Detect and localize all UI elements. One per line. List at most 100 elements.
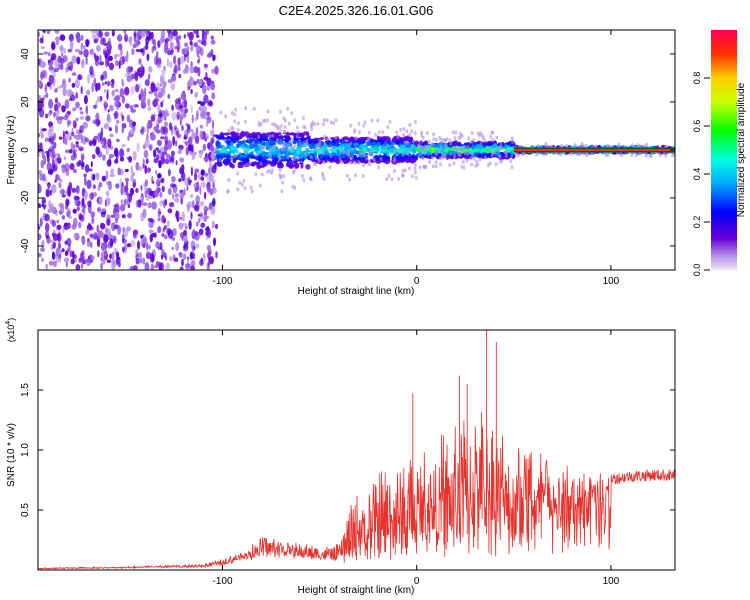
spectrogram-blob: [38, 94, 41, 101]
spectrogram-blob: [65, 149, 69, 154]
spectrogram-blob: [67, 120, 72, 125]
spectrogram-blob: [97, 228, 100, 239]
spectrogram-blob: [237, 165, 244, 168]
spectrogram-blob: [410, 129, 414, 134]
spectrogram-blob: [98, 30, 103, 38]
spectrogram-blob: [206, 116, 212, 124]
spectrogram-blob: [184, 42, 189, 48]
spectrogram-blob: [409, 158, 416, 164]
spectrogram-blob: [293, 144, 297, 149]
spectrogram-blob: [148, 229, 154, 234]
spectrogram-blob: [268, 151, 272, 156]
spectrogram-blob: [214, 151, 220, 154]
spectrogram-blob: [63, 156, 67, 160]
spectrogram-blob: [257, 120, 261, 125]
spectrogram-blob: [454, 130, 458, 135]
spectrogram-blob: [101, 175, 107, 182]
spectrogram-blob: [79, 116, 85, 120]
spectrogram-blob: [207, 142, 211, 150]
spectrogram-blob: [100, 262, 103, 270]
spectrogram-blob: [41, 150, 45, 159]
spectrogram-blob: [671, 153, 675, 158]
spectrogram-blob: [260, 172, 264, 177]
spectrogram-blob: [276, 138, 280, 143]
spectrogram-blob: [202, 84, 207, 95]
spectrogram-blob: [84, 137, 89, 143]
spectrogram-blob: [219, 137, 225, 140]
spectrogram-blob: [68, 243, 71, 253]
spectrogram-blob: [63, 257, 70, 263]
spectrogram-blob: [302, 178, 306, 183]
spectrogram-blob: [43, 30, 46, 34]
spectrogram-blob: [74, 78, 80, 89]
spectrogram-blob: [146, 53, 150, 61]
spectrogram-blob: [40, 61, 46, 68]
colorbar-ticks: 0.0 0.2 0.4 0.6 0.8: [692, 72, 710, 276]
spectrogram-blob: [354, 136, 358, 141]
spectrogram-blob: [105, 196, 111, 207]
spectrogram-blob: [384, 136, 391, 143]
snr-axes: -100 0 100 0.5 1.0 1.5: [20, 330, 675, 587]
spectrogram-blob: [142, 66, 145, 75]
spectrogram-blob: [183, 136, 188, 140]
spectrogram-blob: [68, 77, 71, 83]
spectrogram-blob: [300, 174, 304, 178]
spectrogram-blob: [195, 243, 200, 249]
spectrogram-blob: [105, 227, 108, 235]
spectrogram-blob: [121, 126, 124, 134]
spectrogram-blob: [215, 162, 221, 165]
spectrogram-blob: [107, 109, 110, 113]
snr-ytick-label: 1.0: [20, 443, 31, 457]
spectrogram-panel: -100 0 100 -40 -20 0 20 40 Height of straight l…: [6, 29, 676, 297]
spectrogram-blob: [101, 208, 106, 213]
spectrogram-blob: [109, 253, 112, 260]
spectrogram-blob: [238, 180, 242, 185]
spectrogram-blob: [276, 126, 280, 131]
spectrogram-blob: [295, 162, 300, 169]
spectrogram-blob: [153, 56, 158, 66]
spectrogram-blob: [45, 113, 48, 119]
spectrogram-blob: [421, 146, 425, 150]
spectrogram-blob: [130, 239, 136, 247]
spectrogram-blob: [40, 247, 45, 252]
spectrogram-blob: [101, 140, 105, 148]
spectrogram-blob: [381, 130, 385, 135]
spectrogram-blob: [90, 161, 93, 168]
spectrogram-blob: [83, 45, 86, 50]
spectrogram-blob: [40, 46, 46, 50]
spectrogram-blob: [45, 92, 49, 98]
spectrogram-blob: [215, 135, 219, 139]
spectrogram-blob: [183, 47, 188, 55]
spectrogram-blob: [198, 151, 203, 159]
spectrogram-blob: [405, 129, 409, 134]
spectrogram-blob: [195, 201, 200, 212]
spectrogram-blob: [257, 134, 261, 139]
spectrogram-blob: [164, 255, 168, 261]
spectrogram-blob: [278, 160, 283, 164]
spectrogram-blob: [124, 168, 129, 173]
spectrogram-blob: [169, 61, 173, 69]
spectrogram-blob: [158, 160, 162, 169]
spectrogram-blob: [293, 157, 296, 162]
spectrogram-blob: [229, 157, 233, 162]
spectrogram-blob: [75, 134, 80, 141]
snr-ylabel: SNR (10 * v/v): [6, 423, 17, 487]
spectrogram-blob: [459, 135, 463, 140]
spectrogram-blob: [135, 161, 140, 171]
spectrogram-blob: [88, 240, 92, 247]
spectrogram-blob: [115, 124, 118, 134]
spectrogram-blob: [167, 94, 171, 99]
spectrogram-blob: [271, 122, 274, 127]
spectrogram-blob: [64, 240, 68, 245]
spectrogram-blob: [190, 265, 195, 270]
spectrogram-blob: [186, 54, 190, 64]
spectrogram-blob: [509, 159, 513, 164]
spectrogram-band-fringe-onset: [213, 106, 314, 194]
spectrogram-blob: [393, 150, 397, 155]
spectrogram-blob: [278, 109, 282, 114]
spectrogram-blob: [406, 140, 410, 145]
spectrogram-blob: [91, 216, 95, 224]
spectrogram-blob: [167, 208, 173, 214]
spectrogram-blob: [130, 174, 134, 183]
spectrogram-blob: [142, 158, 145, 168]
